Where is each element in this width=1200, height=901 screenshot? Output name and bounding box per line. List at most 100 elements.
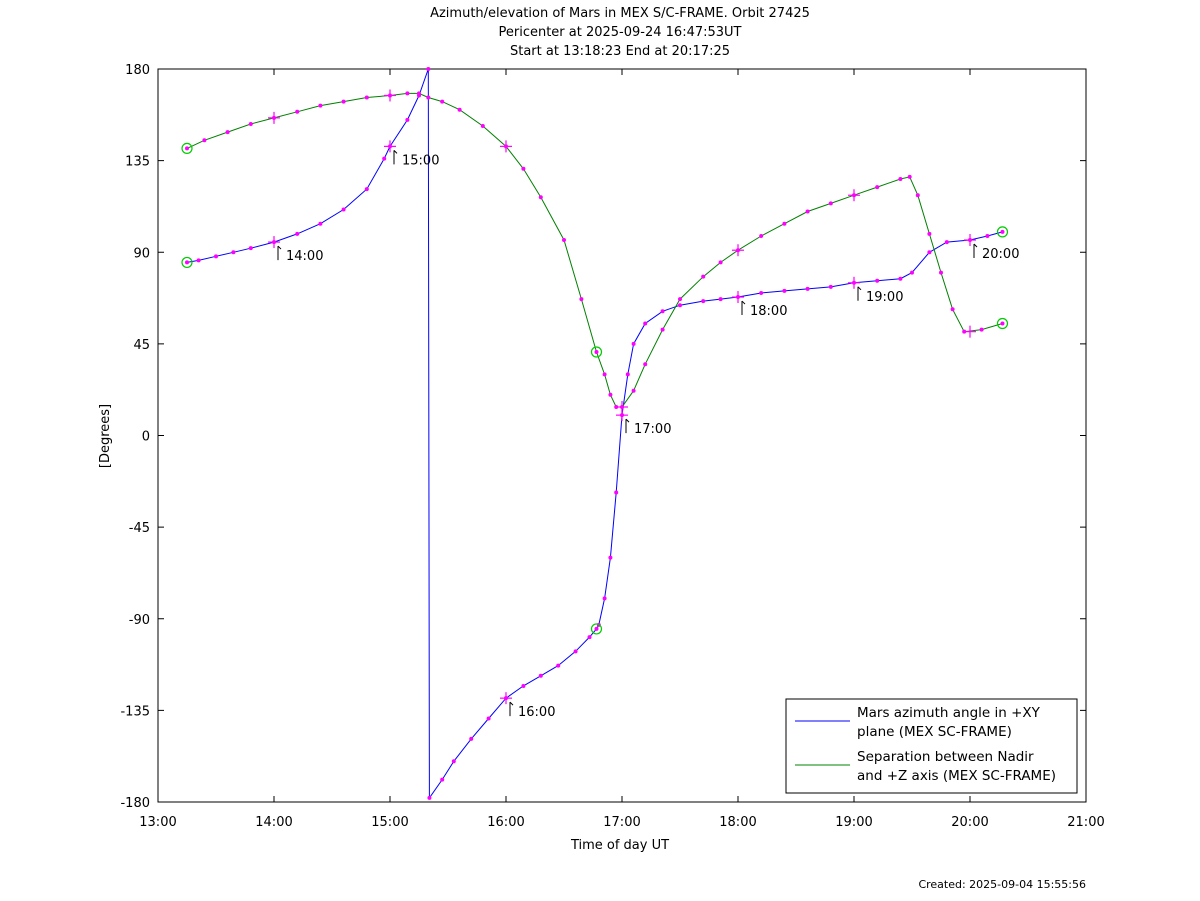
data-point — [631, 341, 636, 346]
legend-entry-0: Mars azimuth angle in +XY — [857, 705, 1041, 721]
y-axis-label: [Degrees] — [98, 404, 113, 468]
data-point — [608, 392, 613, 397]
y-tick-label: -180 — [120, 796, 150, 811]
endpoint-marker — [590, 623, 603, 635]
data-point — [898, 276, 903, 281]
data-point — [364, 187, 369, 192]
data-point — [759, 290, 764, 295]
created-timestamp: Created: 2025-09-04 15:55:56 — [918, 878, 1086, 891]
data-point — [486, 716, 491, 721]
series-lines — [186, 68, 1003, 800]
data-point — [907, 174, 912, 179]
data-point — [556, 663, 561, 668]
data-point — [631, 388, 636, 393]
hour-label: 18:00 — [750, 304, 787, 319]
data-point — [875, 185, 880, 190]
data-point — [538, 673, 543, 678]
legend: Mars azimuth angle in +XY plane (MEX SC-F… — [785, 698, 1078, 794]
hour-arrow-head — [393, 150, 398, 154]
endpoint-marker — [996, 226, 1009, 238]
data-point — [805, 286, 810, 291]
legend-entry-1: Separation between Nadir — [857, 749, 1034, 765]
data-point — [898, 176, 903, 181]
hour-arrow-head — [973, 243, 978, 248]
endpoint-marker — [996, 317, 1009, 330]
hour-label: 20:00 — [982, 247, 1019, 262]
data-point — [678, 303, 682, 308]
x-tick-label: 19:00 — [835, 815, 872, 830]
hour-label: 16:00 — [518, 705, 555, 720]
data-point — [185, 146, 189, 151]
y-tick-label: 135 — [125, 155, 150, 170]
data-point — [782, 221, 787, 226]
data-point — [469, 736, 474, 741]
data-point — [521, 683, 526, 688]
legend-box — [785, 698, 1078, 794]
endpoint-marker — [181, 142, 193, 155]
endpoint-marker — [590, 346, 603, 358]
hour-arrow-head — [625, 418, 630, 423]
data-point — [417, 91, 421, 96]
data-point — [614, 490, 619, 495]
data-point — [625, 372, 630, 377]
data-point — [950, 307, 955, 312]
data-point — [451, 759, 456, 764]
data-point — [594, 626, 599, 631]
data-point — [231, 250, 236, 255]
x-tick-label: 17:00 — [603, 815, 640, 830]
legend-entry-1: and +Z axis (MEX SC-FRAME) — [857, 768, 1056, 784]
legend-entry-0: plane (MEX SC-FRAME) — [857, 724, 1012, 740]
data-point — [927, 250, 932, 255]
data-point — [927, 231, 932, 236]
data-point — [440, 99, 445, 104]
data-point — [782, 288, 787, 293]
hour-label: 15:00 — [402, 153, 439, 168]
data-point — [587, 635, 592, 640]
endpoint-marker — [181, 256, 193, 269]
x-tick-label: 18:00 — [719, 815, 756, 830]
data-point — [382, 156, 387, 161]
data-point — [318, 103, 323, 108]
y-tick-label: 45 — [133, 338, 150, 353]
data-point — [718, 260, 723, 265]
data-point — [660, 327, 665, 332]
axis-ticks: 13:00 14:00 15:00 16:00 17:00 18:00 19:00 20:00… — [120, 63, 1104, 830]
chart-title: Azimuth/elevation of Mars in MEX S/C-FRA… — [430, 6, 810, 59]
data-point — [341, 207, 346, 212]
data-point — [643, 321, 648, 326]
title-line-2: Start at 13:18:23 End at 20:17:25 — [510, 44, 730, 59]
data-point — [678, 297, 682, 302]
data-point — [440, 777, 445, 782]
data-point — [579, 297, 584, 302]
data-point — [295, 231, 300, 236]
data-point — [480, 124, 485, 129]
hour-label: 17:00 — [634, 422, 671, 437]
hour-arrow-head — [741, 300, 746, 305]
hour-labels: 14:00 15:00 16:00 17:00 18:00 19:00 20:00 — [277, 150, 1019, 720]
y-tick-label: -135 — [120, 704, 150, 719]
data-point — [939, 270, 943, 275]
data-point — [427, 795, 432, 800]
data-point — [608, 555, 613, 560]
data-point — [341, 99, 346, 104]
markers — [181, 67, 1009, 800]
data-point — [1000, 321, 1005, 326]
title-line-1: Pericenter at 2025-09-24 16:47:53UT — [498, 25, 741, 40]
data-point — [718, 297, 723, 302]
data-point — [828, 284, 833, 289]
data-point — [985, 233, 990, 238]
y-tick-label: 90 — [133, 246, 150, 261]
data-point — [562, 238, 566, 243]
data-point — [1000, 229, 1005, 234]
data-point — [426, 95, 431, 100]
x-tick-label: 20:00 — [951, 815, 988, 830]
y-tick-label: 0 — [142, 430, 150, 445]
data-point — [602, 596, 607, 601]
data-point — [185, 260, 189, 265]
data-point — [805, 209, 810, 214]
x-tick-label: 15:00 — [371, 815, 408, 830]
data-point — [202, 138, 207, 143]
data-point — [944, 240, 949, 245]
data-point — [602, 372, 607, 377]
data-point — [214, 254, 218, 259]
